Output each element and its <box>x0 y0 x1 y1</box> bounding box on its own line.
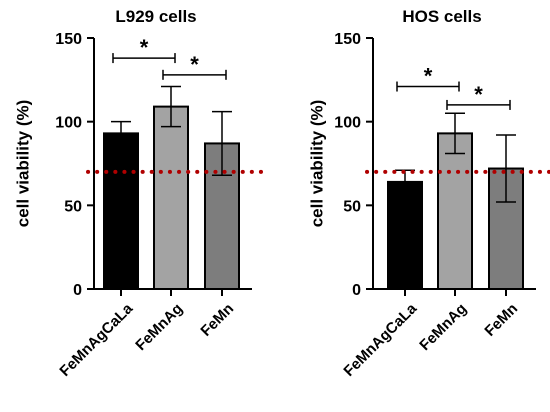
y-tick-label: 50 <box>64 198 82 215</box>
y-tick-label: 0 <box>352 282 361 299</box>
y-tick-label: 50 <box>343 198 361 215</box>
chart-title: L929 cells <box>115 7 196 26</box>
bar-FeMnAgCaLa <box>103 132 139 290</box>
x-tick-label: FeMnAg <box>416 300 470 354</box>
y-tick-label: 150 <box>55 31 82 48</box>
chart-title: HOS cells <box>402 7 481 26</box>
significance-star: * <box>140 35 149 60</box>
y-tick-label: 100 <box>334 115 361 132</box>
y-axis-label: cell viability (%) <box>307 100 326 228</box>
y-tick-label: 0 <box>73 282 82 299</box>
significance-star: * <box>190 52 199 77</box>
x-tick-label: FeMnAg <box>132 300 186 354</box>
x-tick-label: FeMnAgCaLa <box>340 300 420 380</box>
chart-1: L929 cells cell viability (%) 0 50 100 150 FeM… <box>13 7 269 380</box>
significance-star: * <box>474 82 483 107</box>
bar-FeMnAgCaLa <box>387 180 423 290</box>
y-tick-label: 150 <box>334 31 361 48</box>
bar-FeMnAg <box>437 132 473 290</box>
y-axis-label: cell viability (%) <box>13 100 32 228</box>
significance-star: * <box>424 64 433 89</box>
y-tick-label: 100 <box>55 115 82 132</box>
x-tick-label: FeMn <box>197 300 237 340</box>
bar-FeMnAg <box>153 105 189 290</box>
x-tick-label: FeMnAgCaLa <box>56 300 136 380</box>
chart-2: HOS cells cell viability (%) 0 50 100 150 FeMn… <box>307 7 550 380</box>
x-tick-label: FeMn <box>481 300 521 340</box>
